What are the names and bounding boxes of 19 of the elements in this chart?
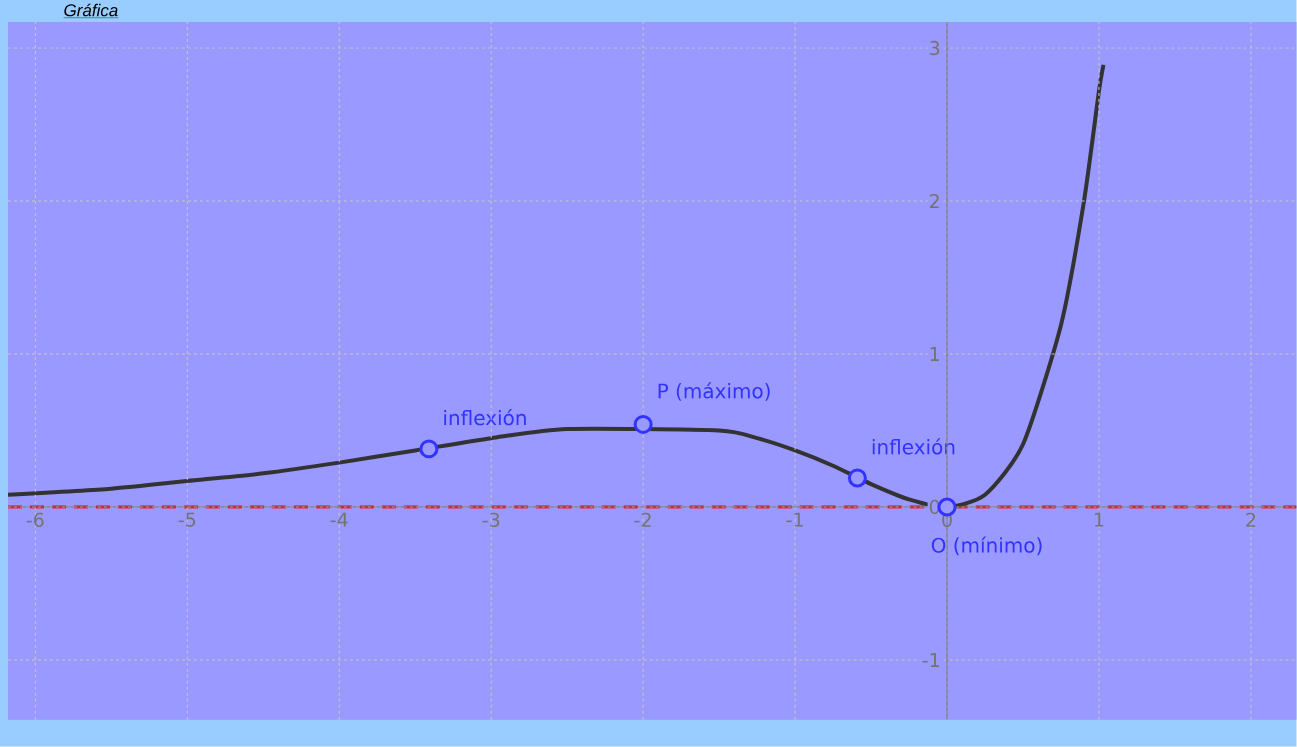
annotation: inflexión: [444, 409, 526, 426]
chart-title: Gráfica: [64, 3, 118, 17]
y-tick-label: -1: [922, 653, 939, 668]
y-tick-label: 3: [930, 40, 940, 56]
x-tick-label: -6: [26, 512, 44, 528]
x-tick-label: -3: [482, 512, 500, 528]
x-tick-label: -1: [786, 512, 803, 527]
x-tick-label: -2: [634, 512, 651, 527]
y-tick-label: 2: [930, 194, 939, 209]
annotation: P (máximo): [658, 382, 770, 402]
point: [847, 468, 867, 488]
point: [633, 415, 653, 435]
x-tick-label: 2: [1246, 512, 1256, 527]
x-tick-label: 1: [1095, 512, 1104, 527]
annotation: O (mínimo): [931, 536, 1042, 556]
x-tick-label: -4: [330, 512, 348, 527]
x-tick-label: -5: [178, 512, 196, 527]
y-tick-label: 1: [930, 347, 939, 362]
point: [419, 439, 439, 459]
